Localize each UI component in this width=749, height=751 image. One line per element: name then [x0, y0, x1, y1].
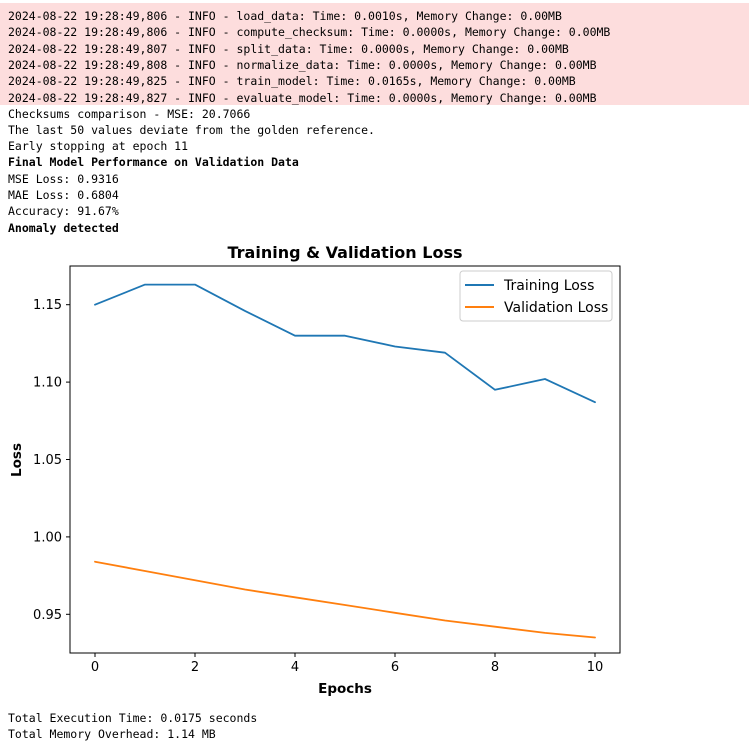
chart-title: Training & Validation Loss	[228, 243, 463, 262]
x-tick-label: 8	[491, 660, 499, 675]
deviation-output: The last 50 values deviate from the gold…	[8, 123, 375, 137]
performance-heading: Final Model Performance on Validation Da…	[8, 155, 299, 169]
y-tick-label: 1.10	[33, 376, 62, 391]
y-tick-label: 1.00	[33, 530, 62, 545]
y-tick-label: 1.05	[33, 453, 62, 468]
log-line: 2024-08-22 19:28:49,806 - INFO - compute…	[8, 25, 611, 39]
accuracy-output: Accuracy: 91.67%	[8, 204, 119, 218]
x-tick-label: 2	[191, 660, 199, 675]
y-axis-label: Loss	[9, 443, 25, 477]
plot-area: 0 2 4 6 8 10 0.95 1.00 1.05 1.10 1.15 Training Loss…	[33, 265, 621, 675]
x-axis-label: Epochs	[318, 681, 372, 697]
log-line: 2024-08-22 19:28:49,807 - INFO - split_d…	[8, 42, 569, 56]
log-line: 2024-08-22 19:28:49,827 - INFO - evaluat…	[8, 91, 597, 105]
plot-frame	[69, 265, 621, 654]
log-line: 2024-08-22 19:28:49,808 - INFO - normali…	[8, 58, 597, 72]
log-line: 2024-08-22 19:28:49,825 - INFO - train_m…	[8, 74, 576, 88]
legend-box	[459, 270, 613, 322]
log-block: 2024-08-22 19:28:49,806 - INFO - load_da…	[0, 3, 749, 105]
anomaly-output: Anomaly detected	[8, 221, 119, 235]
log-line: 2024-08-22 19:28:49,806 - INFO - load_da…	[8, 9, 562, 23]
y-tick-label: 1.15	[33, 298, 62, 313]
y-tick-label: 0.95	[33, 608, 62, 623]
series-line-1	[94, 283, 596, 404]
execution-time: Total Execution Time: 0.0175 seconds	[8, 711, 258, 725]
checksum-output: Checksums comparison - MSE: 20.7066	[8, 107, 251, 121]
mse-output: MSE Loss: 0.9316	[8, 172, 119, 186]
early-stop-output: Early stopping at epoch 11	[8, 139, 189, 153]
x-tick-label: 0	[91, 660, 99, 675]
series-line-2	[94, 560, 596, 639]
memory-overhead: Total Memory Overhead: 1.14 MB	[8, 727, 216, 741]
x-tick-label: 4	[291, 660, 299, 675]
legend-label: Validation Loss	[504, 300, 608, 316]
x-tick-label: 6	[391, 660, 399, 675]
loss-chart: Training & Validation Loss 0 2 4 6 8 10 0.95 1.…	[9, 243, 621, 697]
x-tick-label: 10	[587, 660, 604, 675]
legend-label: Training Loss	[503, 278, 594, 294]
mae-output: MAE Loss: 0.6804	[8, 188, 119, 202]
